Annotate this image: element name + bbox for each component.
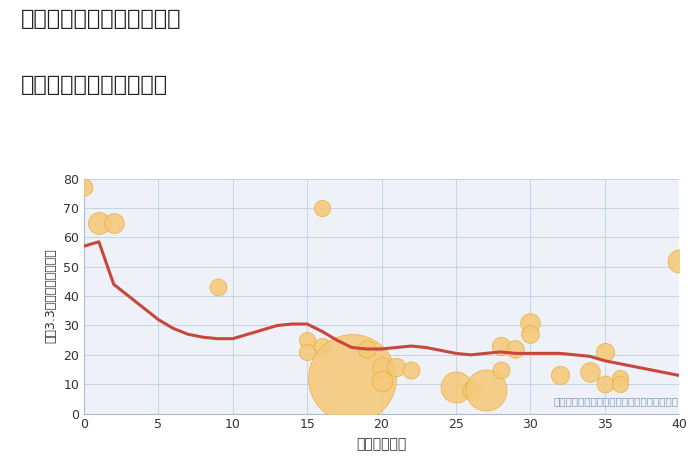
Text: 築年数別中古戸建て価格: 築年数別中古戸建て価格 — [21, 75, 168, 95]
X-axis label: 築年数（年）: 築年数（年） — [356, 437, 407, 451]
Point — [510, 345, 521, 352]
Point — [346, 375, 357, 382]
Point — [525, 319, 536, 326]
Point — [376, 377, 387, 385]
Point — [554, 372, 566, 379]
Point — [108, 219, 119, 227]
Point — [480, 386, 491, 394]
Point — [391, 363, 402, 370]
Point — [93, 219, 104, 227]
Point — [525, 330, 536, 338]
Text: 円の大きさは、取引のあった物件面積を示す: 円の大きさは、取引のあった物件面積を示す — [554, 397, 679, 407]
Point — [78, 184, 90, 191]
Text: 兵庫県豊岡市出石町東條の: 兵庫県豊岡市出石町東條の — [21, 9, 181, 30]
Point — [673, 257, 685, 265]
Point — [376, 363, 387, 370]
Point — [614, 375, 625, 382]
Point — [212, 283, 223, 291]
Point — [599, 348, 610, 356]
Point — [302, 348, 313, 356]
Point — [406, 366, 417, 373]
Point — [465, 386, 476, 394]
Point — [495, 366, 506, 373]
Point — [584, 368, 595, 376]
Point — [361, 345, 372, 352]
Point — [599, 381, 610, 388]
Point — [302, 337, 313, 344]
Point — [614, 381, 625, 388]
Point — [316, 204, 328, 212]
Point — [316, 342, 328, 350]
Point — [450, 384, 461, 391]
Y-axis label: 坪（3.3㎡）単価（万円）: 坪（3.3㎡）単価（万円） — [45, 249, 57, 344]
Point — [495, 342, 506, 350]
